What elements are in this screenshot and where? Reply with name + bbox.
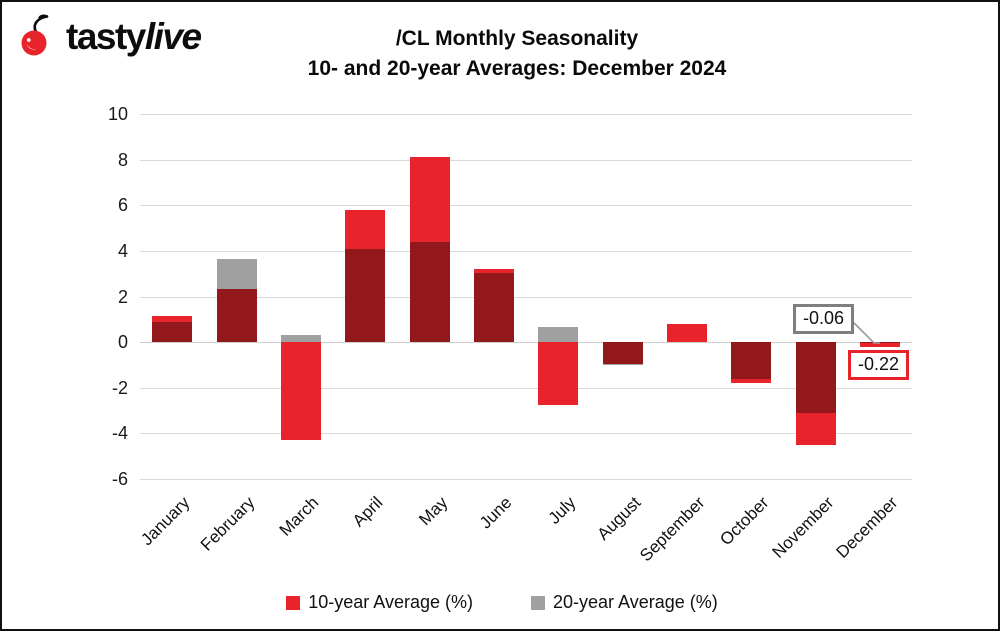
legend-swatch-20yr [531, 595, 545, 610]
legend-label-20yr: 20-year Average (%) [553, 592, 718, 612]
cherry-icon [21, 14, 49, 56]
bar-february-20yr [216, 258, 257, 289]
gridline-10 [140, 114, 912, 115]
annotation-20yr-box: -0.06 [793, 304, 855, 334]
bar-march-10yr [280, 342, 321, 441]
legend-label-10yr: 10-year Average (%) [308, 592, 473, 612]
bar-august-overlap [602, 342, 643, 364]
bar-november-10yr [795, 412, 836, 445]
gridline-6 [140, 205, 912, 207]
bar-june-10yr [473, 269, 514, 273]
x-axis: January February March April May June July Augu… [137, 479, 912, 589]
gridline--2 [140, 387, 912, 389]
chart-subtitle: 10- and 20-year Averages: December 2024 [307, 57, 727, 80]
bar-may-10yr [409, 157, 450, 242]
legend: 10-year Average (%) 20-year Average (%) [2, 592, 1000, 613]
bar-july-10yr [538, 342, 579, 405]
y-axis-tick-label: 4 [117, 240, 128, 261]
bar-january-10yr [152, 315, 193, 322]
bar-february-overlap [216, 288, 257, 343]
gridline-8 [140, 159, 912, 161]
brand-live: live [144, 16, 202, 57]
bar-september-10yr [666, 323, 707, 343]
brand-text: tastylive [66, 14, 202, 60]
bar-july-20yr [538, 327, 579, 343]
bar-january-overlap [152, 321, 193, 343]
annotation-10yr-box: -0.22 [848, 350, 910, 380]
y-axis-tick-label: -4 [111, 423, 128, 444]
y-axis-tick-label: 8 [117, 149, 128, 170]
bar-november-overlap [795, 342, 836, 413]
bar-october-10yr [731, 378, 772, 384]
bar-march-20yr [280, 335, 321, 343]
legend-item-20yr: 20-year Average (%) [531, 592, 718, 613]
y-axis-tick-label: 2 [117, 286, 128, 307]
brand-tasty: tasty [66, 16, 146, 57]
title-block: /CL Monthly Seasonality 10- and 20-year … [37, 24, 997, 84]
bar-june-overlap [473, 272, 514, 343]
chart-title: /CL Monthly Seasonality [395, 27, 639, 50]
gridline--4 [140, 433, 912, 435]
gridline--6 [140, 479, 912, 480]
plot-area [140, 114, 912, 480]
legend-swatch-10yr [286, 595, 301, 610]
bar-may-overlap [409, 241, 450, 343]
bar-october-overlap [731, 342, 772, 379]
bar-december-10yr [859, 343, 900, 348]
legend-item-10yr: 10-year Average (%) [286, 592, 473, 613]
y-axis-tick-label: 10 [107, 104, 128, 124]
gridline-0 [140, 342, 912, 344]
y-axis-tick-label: 0 [117, 332, 128, 353]
gridline-2 [140, 296, 912, 298]
bar-april-10yr [345, 209, 386, 249]
callout-line [850, 319, 880, 344]
y-axis-tick-label: 6 [117, 195, 128, 216]
gridline-4 [140, 250, 912, 252]
tastylive-logo: tastylive [16, 14, 202, 60]
bar-april-overlap [345, 248, 386, 343]
y-axis-tick-label: -2 [111, 377, 128, 398]
y-axis-tick-label: -6 [111, 469, 128, 489]
bar-august-20yr [602, 363, 643, 366]
